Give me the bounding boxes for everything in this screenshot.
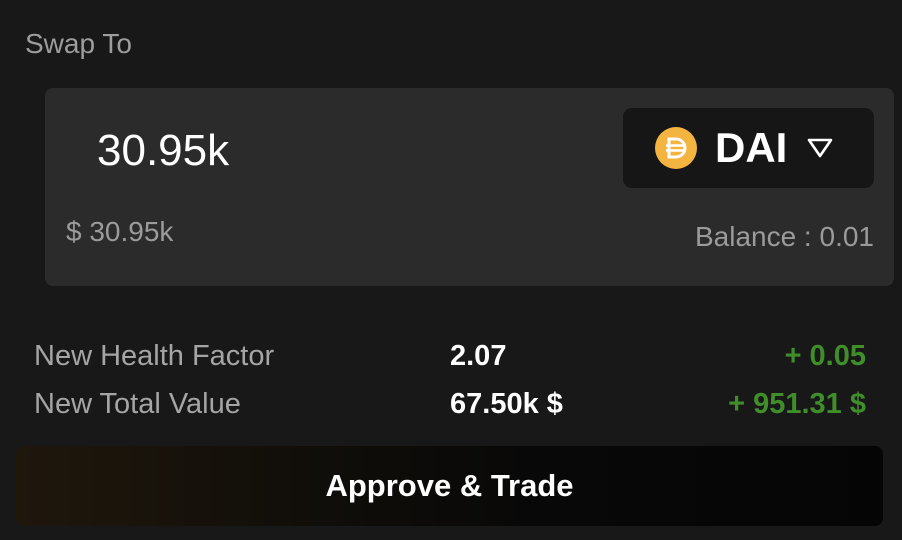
health-factor-label: New Health Factor — [34, 340, 275, 372]
health-factor-delta: + 0.05 — [784, 340, 866, 372]
swap-to-label: Swap To — [25, 28, 132, 59]
total-value-label: New Total Value — [34, 388, 241, 420]
token-selector[interactable]: DAI — [623, 108, 874, 188]
health-factor-row: New Health Factor 2.07 + 0.05 — [34, 340, 866, 380]
swap-to-card: 30.95k $ 30.95k DAI Balance : 0.01 — [45, 88, 894, 286]
dai-icon — [655, 127, 697, 169]
total-value-row: New Total Value 67.50k $ + 951.31 $ — [34, 388, 866, 428]
total-value-value: 67.50k $ — [450, 388, 563, 420]
usd-value: $ 30.95k — [66, 216, 174, 247]
total-value-delta: + 951.31 $ — [728, 388, 866, 420]
chevron-down-icon — [807, 136, 833, 160]
health-factor-value: 2.07 — [450, 340, 507, 372]
balance-text: Balance : 0.01 — [694, 221, 874, 252]
token-symbol: DAI — [715, 124, 788, 171]
amount-value[interactable]: 30.95k — [97, 126, 230, 175]
approve-trade-button[interactable]: Approve & Trade — [16, 446, 883, 526]
